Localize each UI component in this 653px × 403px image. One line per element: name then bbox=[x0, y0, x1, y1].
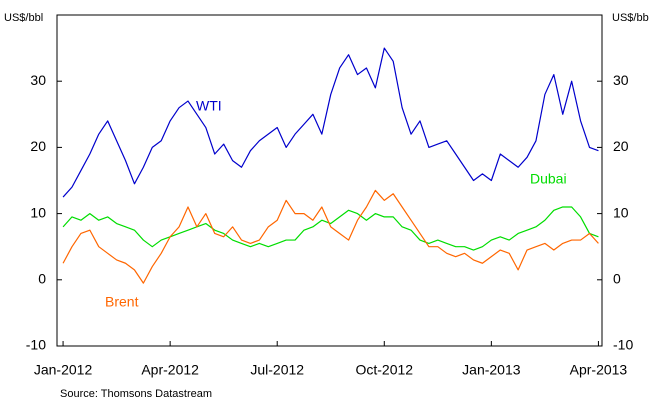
x-tick-label: Jul-2012 bbox=[250, 362, 304, 378]
y-tick-label: 30 bbox=[30, 72, 46, 88]
y2-tick-label: 30 bbox=[613, 72, 629, 88]
x-tick-label: Apr-2012 bbox=[141, 362, 199, 378]
y-tick-label: -10 bbox=[26, 337, 46, 353]
y2-axis-label: US$/bb bbox=[612, 12, 649, 24]
x-tick-label: Apr-2013 bbox=[570, 362, 628, 378]
y2-tick-label: 10 bbox=[613, 204, 629, 220]
y2-tick-label: 20 bbox=[613, 138, 629, 154]
x-tick-label: Jan-2013 bbox=[462, 362, 521, 378]
y-tick-label: 10 bbox=[30, 204, 46, 220]
series-line bbox=[62, 47, 599, 198]
series-label: Brent bbox=[105, 294, 139, 310]
y2-tick-label: -10 bbox=[613, 337, 633, 353]
series-label: Dubai bbox=[530, 171, 567, 187]
y-tick-label: 20 bbox=[30, 138, 46, 154]
series-line bbox=[62, 206, 599, 251]
x-tick-label: Oct-2012 bbox=[355, 362, 413, 378]
y-tick-label: 0 bbox=[38, 271, 46, 287]
x-tick-label: Jan-2012 bbox=[34, 362, 93, 378]
y-axis-label: US$/bbl bbox=[4, 12, 43, 24]
y2-tick-label: 0 bbox=[613, 271, 621, 287]
series-label: WTI bbox=[196, 98, 222, 114]
series-line bbox=[62, 189, 599, 284]
source-note: Source: Thomsons Datastream bbox=[60, 388, 212, 400]
plot-frame bbox=[56, 14, 603, 347]
